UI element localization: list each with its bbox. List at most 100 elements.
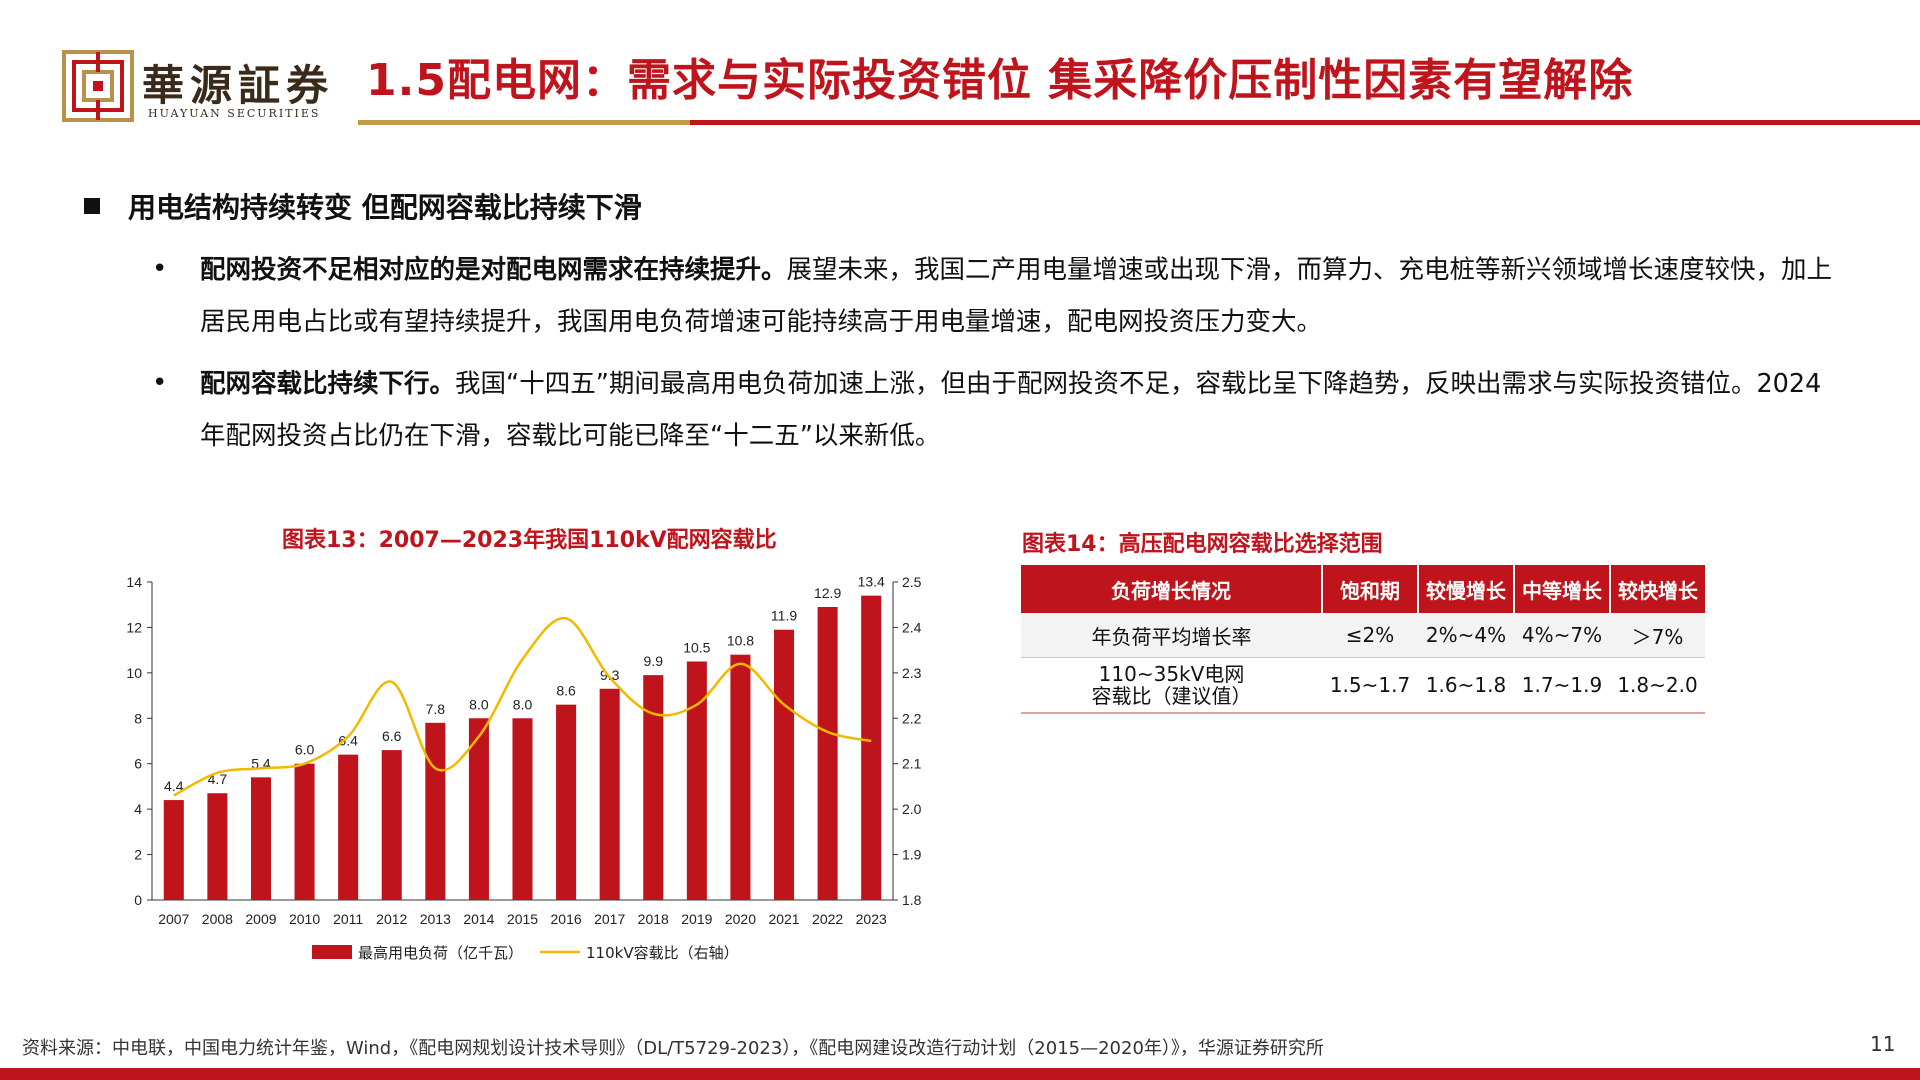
bar (817, 606, 838, 900)
bar (599, 688, 620, 900)
x-tick-label: 2017 (594, 911, 625, 927)
bar (512, 718, 533, 900)
brand-name: 華源証券 (142, 61, 335, 110)
legend-bar-swatch (312, 945, 352, 959)
x-tick-label: 2023 (856, 911, 887, 927)
left-tick-label: 12 (126, 619, 142, 635)
bar-data-label: 8.0 (469, 696, 489, 712)
bar (643, 675, 664, 900)
footer-bar (0, 1068, 1920, 1080)
bar-data-label: 6.0 (295, 742, 315, 758)
bullet-paragraph-2: 配网容载比持续下行。我国“十四五”期间最高用电负荷加速上涨，但由于配网投资不足，… (200, 358, 1840, 462)
right-tick-label: 2.4 (902, 619, 922, 635)
bar (338, 754, 359, 900)
x-tick-label: 2020 (725, 911, 756, 927)
right-tick-label: 2.3 (902, 665, 922, 681)
x-tick-label: 2018 (638, 911, 669, 927)
table-title: 图表14：高压配电网容载比选择范围 (1022, 532, 1383, 557)
x-tick-label: 2010 (289, 911, 320, 927)
table-header-cell: 中等增长 (1514, 565, 1611, 613)
x-tick-label: 2016 (551, 911, 582, 927)
section-heading-text: 用电结构持续转变 但配网容载比持续下滑 (128, 191, 642, 224)
table-row: 110~35kV电网容载比（建议值） 1.5~1.7 1.6~1.8 1.7~1… (1021, 657, 1705, 714)
left-tick-label: 10 (126, 665, 142, 681)
x-tick-label: 2019 (681, 911, 712, 927)
bar (861, 595, 882, 900)
bar (774, 629, 795, 900)
header: 華源証券 HUAYUAN SECURITIES 1.5配电网：需求与实际投资错位… (0, 0, 1920, 130)
bullet-dot-icon: • (152, 368, 168, 398)
right-tick-label: 2.2 (902, 710, 922, 726)
bar-data-label: 12.9 (814, 585, 841, 601)
bullet-2-text: 我国“十四五”期间最高用电负荷加速上涨，但由于配网投资不足，容载比呈下降趋势，反… (200, 369, 1822, 451)
x-tick-label: 2007 (158, 911, 189, 927)
legend-bar-label: 最高用电负荷（亿千瓦） (358, 944, 523, 962)
bar (686, 661, 707, 900)
page-title: 1.5配电网：需求与实际投资错位 集采降价压制性因素有望解除 (366, 55, 1634, 106)
bar (207, 793, 228, 900)
table-header-cell: 负荷增长情况 (1021, 565, 1323, 613)
table-header-cell: 饱和期 (1322, 565, 1419, 613)
table-header-cell: 较快增长 (1610, 565, 1705, 613)
bar-data-label: 7.8 (426, 701, 446, 717)
page-number: 11 (1870, 1032, 1896, 1056)
legend-line-label: 110kV容载比（右轴） (586, 944, 739, 962)
table-cell: 1.6~1.8 (1418, 657, 1514, 714)
table-header-cell: 较慢增长 (1418, 565, 1515, 613)
bar-data-label: 6.6 (382, 728, 402, 744)
bar (425, 722, 446, 900)
left-tick-label: 4 (134, 801, 142, 817)
logo-seal-icon (62, 50, 134, 122)
bar-data-label: 6.4 (338, 733, 358, 749)
bar (163, 800, 184, 900)
x-tick-label: 2012 (376, 911, 407, 927)
x-tick-label: 2013 (420, 911, 451, 927)
left-tick-label: 14 (126, 574, 142, 590)
ratio-series-line (173, 617, 872, 797)
bullet-2-lead: 配网容载比持续下行。 (200, 369, 456, 399)
bar-data-label: 10.8 (727, 633, 754, 649)
table-cell: 110~35kV电网容载比（建议值） (1021, 657, 1322, 714)
bullet-1-lead: 配网投资不足相对应的是对配电网需求在持续提升。 (200, 255, 787, 285)
table-cell: ＞7% (1610, 613, 1705, 658)
bar-data-label: 4.4 (164, 778, 184, 794)
x-tick-label: 2022 (812, 911, 843, 927)
table-cell: 1.7~1.9 (1514, 657, 1610, 714)
bar-data-label: 9.9 (644, 653, 664, 669)
right-tick-label: 2.5 (902, 574, 922, 590)
source-note: 资料来源：中电联，中国电力统计年鉴，Wind，《配电网规划设计技术导则》（DL/… (22, 1038, 1324, 1059)
bullet-1-text: 展望未来，我国二产用电量增速或出现下滑，而算力、充电桩等新兴领域增长速度较快，加… (200, 255, 1833, 337)
left-tick-label: 6 (134, 756, 142, 772)
chart-title: 图表13：2007—2023年我国110kV配网容载比 (282, 528, 777, 553)
bar (468, 718, 489, 900)
right-tick-label: 2.0 (902, 801, 922, 817)
table-cell: 1.8~2.0 (1610, 657, 1705, 714)
capacity-ratio-table: 负荷增长情况 饱和期 较慢增长 中等增长 较快增长 年负荷平均增长率 ≤2% 2… (1021, 565, 1705, 714)
bar (556, 704, 577, 900)
table-row: 年负荷平均增长率 ≤2% 2%~4% 4%~7% ＞7% (1021, 613, 1705, 658)
table-header-row: 负荷增长情况 饱和期 较慢增长 中等增长 较快增长 (1021, 565, 1705, 613)
left-tick-label: 2 (134, 847, 142, 863)
bar-data-label: 13.4 (858, 574, 885, 590)
square-bullet-icon (84, 198, 100, 214)
x-tick-label: 2008 (202, 911, 233, 927)
table-cell: 4%~7% (1514, 613, 1610, 658)
bullet-paragraph-1: 配网投资不足相对应的是对配电网需求在持续提升。展望未来，我国二产用电量增速或出现… (200, 244, 1840, 348)
x-tick-label: 2021 (768, 911, 799, 927)
bar-data-label: 8.0 (513, 696, 533, 712)
right-tick-label: 1.8 (902, 892, 922, 908)
bar-data-label: 8.6 (556, 683, 576, 699)
table-cell: 2%~4% (1418, 613, 1514, 658)
left-tick-label: 8 (134, 710, 142, 726)
x-tick-label: 2014 (463, 911, 494, 927)
x-tick-label: 2009 (245, 911, 276, 927)
bullet-dot-icon: • (152, 254, 168, 284)
bar-data-label: 11.9 (771, 608, 797, 624)
bar (250, 777, 271, 900)
section-heading: 用电结构持续转变 但配网容载比持续下滑 (84, 186, 642, 226)
right-tick-label: 2.1 (902, 756, 922, 772)
brand-subtitle: HUAYUAN SECURITIES (148, 107, 321, 120)
title-rule-red (690, 120, 1920, 125)
right-tick-label: 1.9 (902, 847, 922, 863)
